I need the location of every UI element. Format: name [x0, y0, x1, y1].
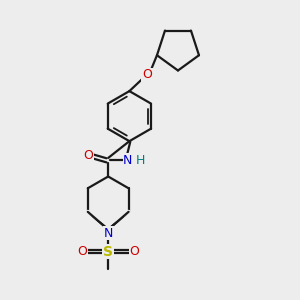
- Text: N: N: [123, 154, 133, 167]
- Text: O: O: [129, 245, 139, 258]
- Text: O: O: [77, 245, 87, 258]
- Text: N: N: [103, 226, 113, 239]
- Text: O: O: [83, 149, 93, 162]
- Text: H: H: [136, 154, 145, 167]
- Text: S: S: [103, 244, 113, 259]
- Text: O: O: [142, 68, 152, 81]
